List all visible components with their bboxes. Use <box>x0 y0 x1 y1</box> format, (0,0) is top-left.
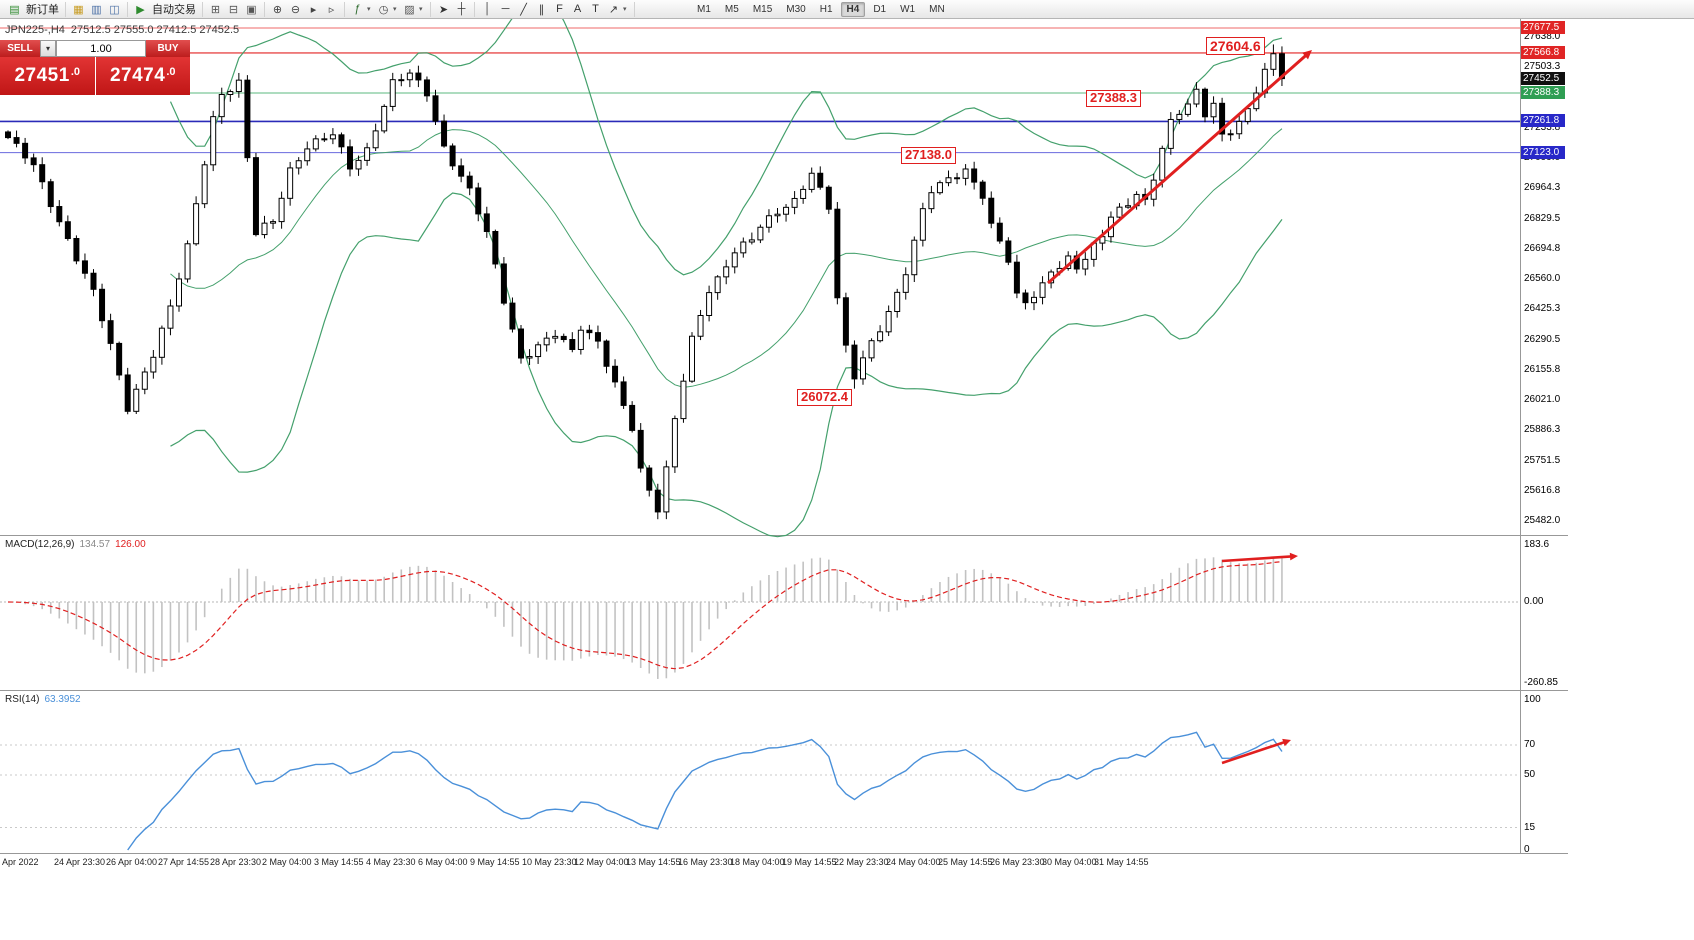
main-toolbar: ▤ 新订单 ▦ ▥ ◫ ▶ 自动交易 ⊞ ⊟ ▣ ⊕ ⊖ ▸ ▹ ƒ ▾ ◷ ▾ ▨ ▾ ➤ ┼ │ ─ ╱ ∥ F A T ↗ ▾ M1 M… <box>0 0 1694 19</box>
text-icon[interactable]: A <box>573 3 582 15</box>
macd-main-value: 134.57 <box>79 539 111 550</box>
timeframe-switcher: M1 M5 M15 M30 H1 H4 D1 W1 MN <box>691 1 951 17</box>
rsi-value: 63.3952 <box>44 694 81 705</box>
periods-icon[interactable]: ◷ <box>378 3 389 16</box>
chart-shift-icon[interactable]: ▹ <box>328 3 335 16</box>
toolbar-group: ▶ 自动交易 <box>128 1 203 17</box>
timeframe-w1[interactable]: W1 <box>900 3 916 15</box>
cursor-icon[interactable]: ➤ <box>438 3 449 16</box>
toolbar-group: ⊞ ⊟ ▣ <box>203 1 265 17</box>
toolbar-group: ▦ ▥ ◫ <box>66 1 128 17</box>
zoom-in-icon[interactable]: ⊕ <box>272 3 283 16</box>
arrange-windows-icon[interactable]: ▣ <box>246 3 257 16</box>
toolbar-group: │ ─ ╱ ∥ F A T ↗ ▾ <box>475 1 635 17</box>
buy-price-main: 27474 <box>109 65 166 86</box>
sell-price-frac: .0 <box>70 66 81 78</box>
one-click-trading-panel: SELL ▾ BUY 27451.0 27474.0 <box>0 40 190 95</box>
auto-scroll-icon[interactable]: ▸ <box>310 3 317 16</box>
periods-caret-icon[interactable]: ▾ <box>393 6 397 13</box>
macd-indicator-label: MACD(12,26,9) 134.57 126.00 <box>5 539 146 550</box>
toolbar-group: ➤ ┼ <box>431 1 475 17</box>
timeframe-mn[interactable]: MN <box>929 3 945 15</box>
rsi-indicator-label: RSI(14) 63.3952 <box>5 694 81 705</box>
tile-windows-icon[interactable]: ⊞ <box>210 3 221 16</box>
toolbar-group: ƒ ▾ ◷ ▾ ▨ ▾ <box>345 1 431 17</box>
indicators-caret-icon[interactable]: ▾ <box>367 6 371 13</box>
macd-name: MACD(12,26,9) <box>5 539 75 550</box>
timeframe-h4[interactable]: H4 <box>840 1 866 17</box>
timeframe-d1[interactable]: D1 <box>873 3 887 15</box>
toolbar-icon-groups: ▤ 新订单 ▦ ▥ ◫ ▶ 自动交易 ⊞ ⊟ ▣ ⊕ ⊖ ▸ ▹ ƒ ▾ ◷ ▾ ▨ ▾ ➤ ┼ │ ─ ╱ ∥ F A T ↗ ▾ <box>2 0 635 18</box>
sell-button[interactable]: SELL <box>0 40 40 57</box>
volume-input[interactable] <box>56 40 146 57</box>
profiles-icon[interactable]: ▥ <box>91 3 102 16</box>
sell-price[interactable]: 27451.0 <box>0 57 95 95</box>
buy-button[interactable]: BUY <box>146 40 190 57</box>
timeframe-h1[interactable]: H1 <box>819 3 833 15</box>
toolbar-group: ⊕ ⊖ ▸ ▹ <box>265 1 345 17</box>
trendline-icon[interactable]: ╱ <box>520 3 527 16</box>
timeframe-m5[interactable]: M5 <box>724 3 739 15</box>
indicators-icon[interactable]: ƒ <box>354 3 361 15</box>
symbol-period-label: JPN225-,H4 <box>5 24 65 36</box>
new-order-label[interactable]: 新订单 <box>26 4 59 16</box>
rsi-name: RSI(14) <box>5 694 40 705</box>
equidistant-channel-icon[interactable]: ∥ <box>538 3 545 16</box>
buy-price[interactable]: 27474.0 <box>96 57 191 95</box>
cascade-windows-icon[interactable]: ⊟ <box>228 3 239 16</box>
arrows-tool-icon[interactable]: ↗ <box>608 3 619 16</box>
trade-panel-prices: 27451.0 27474.0 <box>0 57 190 95</box>
volume-dropdown-caret-icon[interactable]: ▾ <box>40 40 56 57</box>
auto-trading-label[interactable]: 自动交易 <box>152 4 196 16</box>
templates-icon[interactable]: ▨ <box>404 3 415 16</box>
new-chart-icon[interactable]: ▦ <box>73 3 84 16</box>
zoom-out-icon[interactable]: ⊖ <box>290 3 301 16</box>
macd-signal-value: 126.00 <box>115 539 146 550</box>
auto-trading-icon[interactable]: ▶ <box>136 3 145 16</box>
horizontal-line-icon[interactable]: ─ <box>501 3 510 15</box>
sell-price-main: 27451 <box>14 65 70 86</box>
arrows-tool-caret-icon[interactable]: ▾ <box>623 6 627 13</box>
timeframe-m1[interactable]: M1 <box>697 3 711 15</box>
crosshair-icon[interactable]: ┼ <box>457 3 466 15</box>
ohlc-label: 27512.5 27555.0 27412.5 27452.5 <box>70 24 240 36</box>
buy-price-frac: .0 <box>166 66 176 78</box>
trade-panel-controls: SELL ▾ BUY <box>0 40 190 57</box>
new-order-icon[interactable]: ▤ <box>9 3 20 16</box>
timeframe-m30[interactable]: M30 <box>786 3 806 15</box>
templates-caret-icon[interactable]: ▾ <box>419 6 423 13</box>
text-label-icon[interactable]: T <box>592 3 599 15</box>
fibonacci-icon[interactable]: F <box>556 3 563 15</box>
trade-panel-divider <box>94 57 96 95</box>
toolbar-group: ▤ 新订单 <box>2 1 66 17</box>
market-watch-icon[interactable]: ◫ <box>109 3 120 16</box>
vertical-line-icon[interactable]: │ <box>484 3 491 15</box>
timeframe-m15[interactable]: M15 <box>752 3 773 15</box>
chart-corner-info: JPN225-,H4 27512.5 27555.0 27412.5 27452.… <box>5 24 245 36</box>
